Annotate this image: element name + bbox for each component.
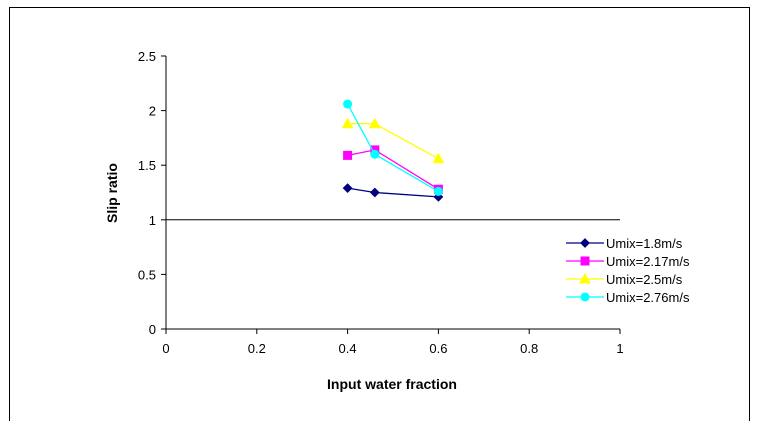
x-axis-title: Input water fraction xyxy=(327,376,457,392)
legend-item: Umix=1.8m/s xyxy=(566,236,683,251)
x-tick-label: 0.2 xyxy=(248,341,266,356)
legend-item: Umix=2.5m/s xyxy=(566,272,683,287)
legend-marker xyxy=(580,256,590,266)
y-tick-label: 0 xyxy=(149,322,156,337)
x-tick-label: 0 xyxy=(162,341,169,356)
x-tick-label: 0.6 xyxy=(429,341,447,356)
data-point xyxy=(369,187,380,198)
legend-label: Umix=2.17m/s xyxy=(606,254,690,269)
y-tick-label: 0.5 xyxy=(138,267,156,282)
series-layer xyxy=(341,99,445,202)
x-axis: 0 0.2 0.4 0.6 0.8 1 xyxy=(162,219,624,356)
legend-item: Umix=2.76m/s xyxy=(566,290,690,305)
series-line xyxy=(347,103,439,192)
y-axis: 0 0.5 1 1.5 2 2.5 xyxy=(138,49,167,337)
data-point xyxy=(433,186,443,196)
y-tick-label: 2 xyxy=(149,104,156,119)
legend-marker xyxy=(579,272,591,284)
y-tick-label: 1 xyxy=(149,213,156,228)
data-point xyxy=(343,150,353,160)
data-point xyxy=(343,99,353,109)
series-line xyxy=(347,187,439,198)
y-tick-label: 2.5 xyxy=(138,49,156,64)
series-3 xyxy=(341,117,445,164)
data-point xyxy=(342,183,353,194)
data-point xyxy=(432,152,445,164)
legend: Umix=1.8m/s Umix=2.17m/s Umix=2.5m/s Umix=2… xyxy=(566,236,690,305)
data-point xyxy=(341,117,354,129)
x-tick-label: 0.4 xyxy=(339,341,357,356)
legend-label: Umix=1.8m/s xyxy=(606,236,683,251)
x-tick-label: 1 xyxy=(616,341,623,356)
y-axis-title: Slip ratio xyxy=(104,163,120,223)
series-1 xyxy=(342,183,444,202)
x-tick-label: 0.8 xyxy=(520,341,538,356)
legend-marker xyxy=(580,292,590,302)
data-point xyxy=(370,149,380,159)
legend-item: Umix=2.17m/s xyxy=(566,254,690,269)
series-4 xyxy=(343,99,443,196)
y-tick-label: 1.5 xyxy=(138,158,156,173)
legend-label: Umix=2.5m/s xyxy=(606,272,683,287)
chart-frame xyxy=(9,7,750,421)
data-point xyxy=(368,117,381,129)
legend-label: Umix=2.76m/s xyxy=(606,290,690,305)
legend-marker xyxy=(580,238,590,248)
